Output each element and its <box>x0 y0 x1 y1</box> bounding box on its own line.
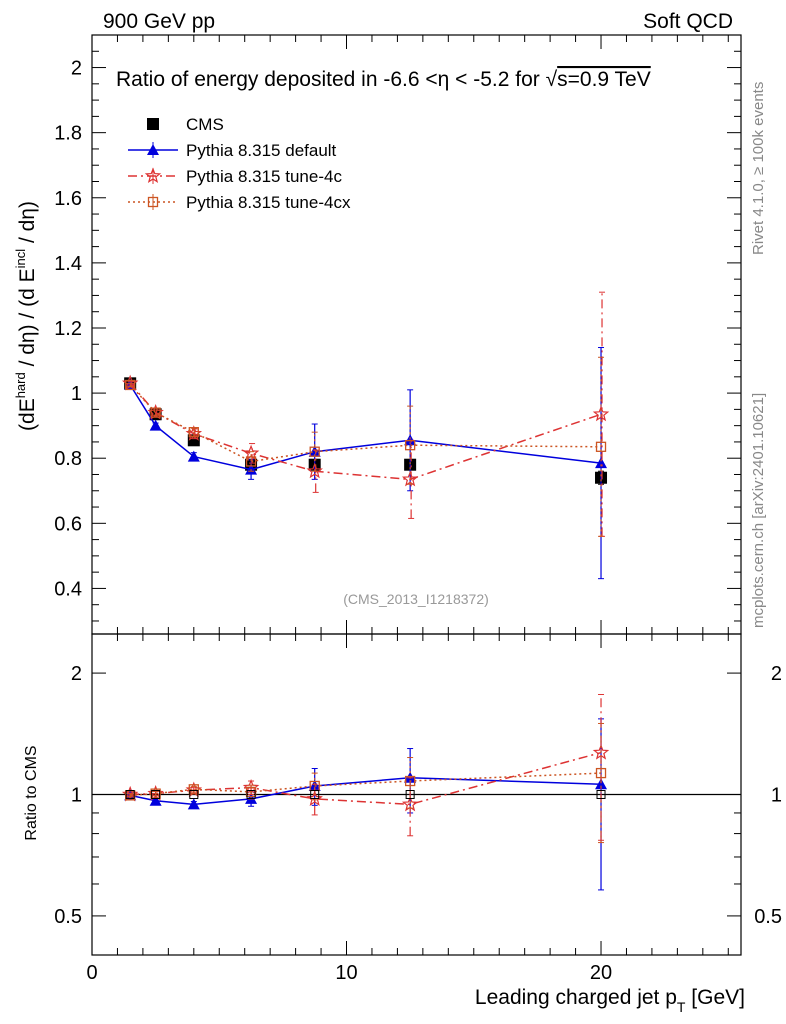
legend-marker <box>144 167 162 184</box>
main-y-tick-labels: 0.4 0.6 0.8 1 1.2 1.4 1.6 1.8 2 <box>54 58 82 601</box>
ratio-y-tick-label-right: 0.5 <box>754 906 782 928</box>
main-series-layer <box>121 291 610 580</box>
analysis-watermark: (CMS_2013_I1218372) <box>343 591 489 607</box>
ratio-cms-point <box>189 790 199 799</box>
ratio-cms-point <box>596 790 606 799</box>
ylabel-mid: / dη) / (d E <box>16 268 39 372</box>
ratio-y-tick-label-left: 0.5 <box>54 906 82 928</box>
title-sqrt: √ <box>546 68 558 91</box>
ratio-cms-point <box>125 790 135 799</box>
axis-ticks <box>91 34 741 956</box>
ratio-series-line <box>130 772 602 797</box>
title-prefix: Ratio of energy deposited in -6.6 < <box>116 68 438 91</box>
ratio-y-tick-label-right: 2 <box>771 663 782 685</box>
ylabel-sup1: hard <box>13 372 28 398</box>
title-eta: η <box>438 68 450 91</box>
ratio-cms-point <box>405 790 415 799</box>
main-data-point <box>309 446 320 457</box>
ratio-series-line <box>130 751 602 806</box>
main-y-tick-label: 0.6 <box>54 513 82 535</box>
ratio-data-point <box>404 775 416 787</box>
main-series-line <box>129 382 602 481</box>
legend-label: Pythia 8.315 tune-4cx <box>186 193 351 212</box>
ratio-y-axis-label: Ratio to CMS <box>23 745 40 840</box>
legend-marker <box>147 144 159 155</box>
title-middle: < -5.2 for <box>449 68 545 91</box>
main-series-line <box>129 384 602 463</box>
x-tick-label: 0 <box>86 962 97 984</box>
legend-label: Pythia 8.315 tune-4c <box>186 167 342 186</box>
legend: CMS Pythia 8.315 default Pythia 8.315 tune… <box>128 115 351 212</box>
legend-label: Pythia 8.315 default <box>186 141 337 160</box>
xlabel-sub: T <box>677 999 686 1015</box>
main-y-tick-label: 1.8 <box>54 123 82 145</box>
main-data-point <box>149 419 162 431</box>
main-data-point <box>306 462 323 479</box>
ratio-data-point <box>595 778 608 790</box>
main-data-point <box>125 379 136 391</box>
ratio-y-tick-label-right: 1 <box>771 785 782 807</box>
title-s-eq: s=0.9 TeV <box>557 68 651 91</box>
ratio-data-point <box>306 790 323 806</box>
main-y-tick-label: 1.2 <box>54 318 82 340</box>
ylabel-sup2: incl <box>13 249 28 269</box>
main-y-tick-label: 0.8 <box>54 448 82 470</box>
main-data-point <box>187 450 200 462</box>
main-y-tick-label: 1.4 <box>54 253 82 275</box>
x-axis-label: Leading charged jet pT [GeV] <box>475 986 745 1015</box>
main-series-line <box>129 384 602 471</box>
mcplots-label: mcplots.cern.ch [arXiv:2401.10621] <box>750 393 767 628</box>
legend-marker <box>147 118 159 130</box>
main-y-tick-label: 1.6 <box>54 188 82 210</box>
main-y-axis-label: (dEhard / dη) / (d Eincl / dη) <box>13 201 39 431</box>
main-y-tick-label: 0.4 <box>54 578 82 600</box>
ratio-data-point <box>149 794 162 806</box>
rivet-label: Rivet 4.1.0, ≥ 100k events <box>750 82 767 255</box>
ratio-data-point <box>595 767 607 779</box>
main-y-tick-label: 1 <box>71 383 82 405</box>
header-right: Soft QCD <box>643 10 733 33</box>
ratio-y-tick-labels: 0.5 0.5 1 1 2 2 <box>54 663 782 928</box>
main-data-point <box>592 405 610 422</box>
ratio-y-tick-label-left: 2 <box>71 663 82 685</box>
x-tick-label: 10 <box>335 962 357 984</box>
main-data-point <box>595 441 607 452</box>
ratio-cms-point <box>246 790 256 799</box>
main-data-point <box>188 427 199 438</box>
ratio-data-point <box>187 798 200 810</box>
ylabel-close: / dη) <box>16 201 39 249</box>
main-data-point <box>245 456 257 467</box>
xlabel-suffix: [GeV] <box>685 986 745 1009</box>
ratio-series-layer <box>121 693 610 891</box>
main-data-point <box>595 457 608 469</box>
ylabel-open: (dE <box>16 398 39 431</box>
x-tick-labels: 0 10 20 <box>86 962 612 984</box>
xlabel-prefix: Leading charged jet p <box>475 986 677 1009</box>
legend-label: CMS <box>186 115 224 134</box>
ratio-y-tick-label-left: 1 <box>71 785 82 807</box>
main-data-point <box>245 463 258 475</box>
main-data-point <box>404 440 416 451</box>
main-title: Ratio of energy deposited in -6.6 <η < -… <box>116 68 651 91</box>
header-left: 900 GeV pp <box>103 10 215 33</box>
ratio-data-point <box>188 784 199 795</box>
ratio-cms-point <box>310 790 320 799</box>
main-data-point <box>150 407 161 418</box>
legend-marker <box>147 196 159 208</box>
ratio-series-line <box>130 777 602 806</box>
ratio-cms-point <box>151 790 161 799</box>
main-y-tick-label: 2 <box>71 58 82 80</box>
x-tick-label: 20 <box>590 962 612 984</box>
